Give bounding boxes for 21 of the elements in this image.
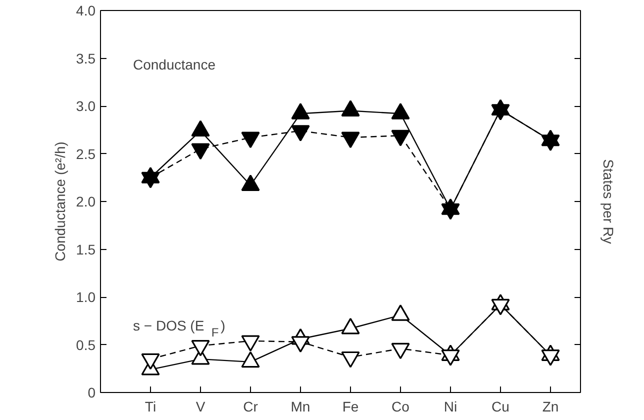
x-tick-label: Cu (492, 398, 510, 414)
y-tick-label: 0 (88, 384, 96, 400)
x-tick-label: Mn (290, 398, 310, 414)
y-tick-label: 1.0 (76, 289, 96, 305)
x-tick-label: Ni (444, 398, 458, 414)
x-tick-label: Co (392, 398, 410, 414)
x-tick-label: Fe (342, 398, 359, 414)
annotation: Conductance (133, 56, 216, 73)
x-tick-label: Zn (542, 398, 559, 414)
y-tick-label: 2.5 (76, 146, 96, 162)
x-tick-label: Ti (144, 398, 156, 414)
y2-axis-title: States per Ry (600, 159, 616, 244)
x-tick-label: V (196, 398, 206, 414)
y-axis-title: Conductance (e²/h) (52, 142, 68, 262)
y-tick-label: 2.0 (76, 194, 96, 210)
y-tick-label: 3.0 (76, 98, 96, 114)
x-tick-label: Cr (243, 398, 258, 414)
y-tick-label: 0.5 (76, 336, 96, 353)
y-tick-label: 4.0 (76, 2, 96, 18)
y-tick-label: 1.5 (76, 241, 96, 258)
y-tick-label: 3.5 (76, 50, 96, 66)
